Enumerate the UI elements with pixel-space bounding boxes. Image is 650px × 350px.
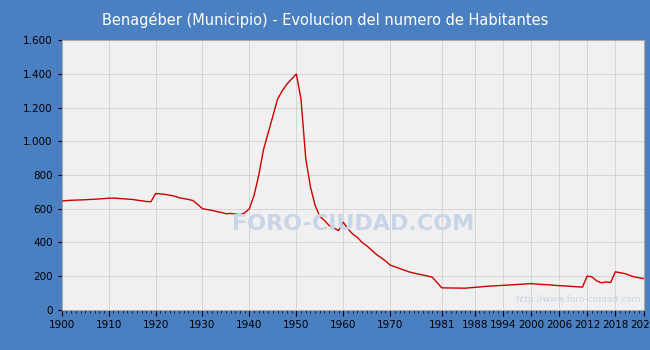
Text: FORO-CIUDAD.COM: FORO-CIUDAD.COM — [231, 214, 474, 233]
Text: Benagéber (Municipio) - Evolucion del numero de Habitantes: Benagéber (Municipio) - Evolucion del nu… — [102, 12, 548, 28]
Text: http://www.foro-ciudad.com: http://www.foro-ciudad.com — [515, 295, 641, 304]
